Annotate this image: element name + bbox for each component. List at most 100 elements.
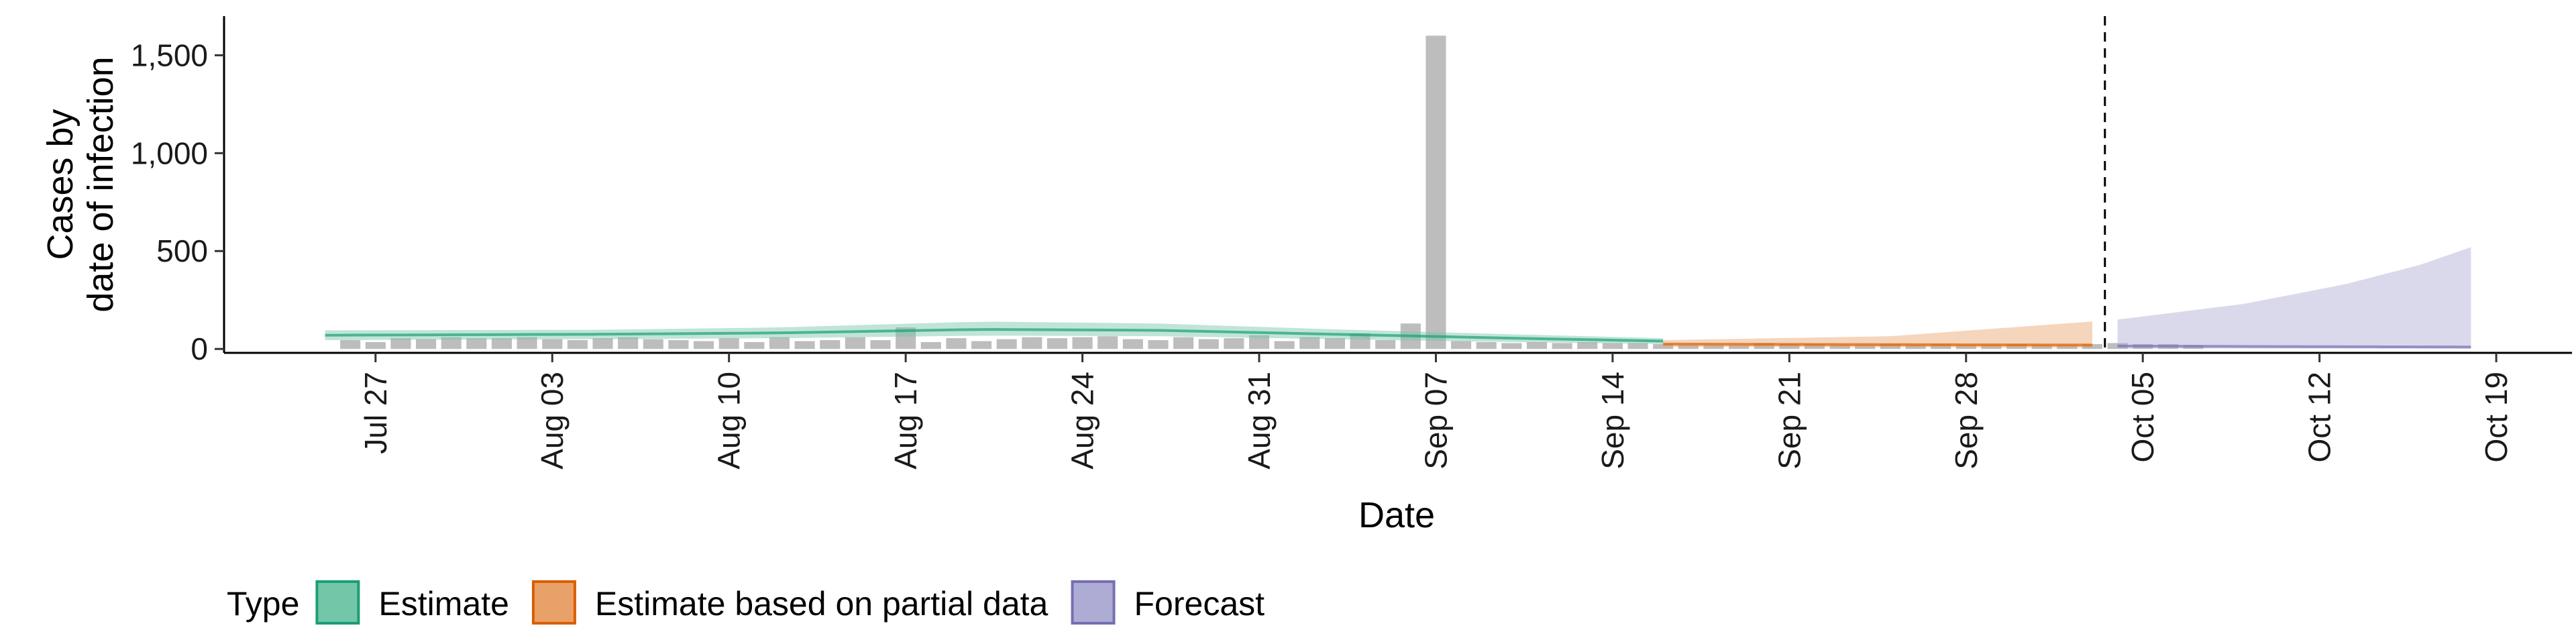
observed-case-bar [618, 337, 639, 350]
observed-case-bar [416, 339, 437, 350]
ribbon-estimate [325, 321, 1664, 344]
x-tick-label: Aug 31 [1242, 372, 1277, 470]
ribbon-estimate-based-on-partial-data [1663, 321, 2092, 348]
y-axis-ticks: 0 500 1,000 1,500 [131, 38, 224, 366]
x-tick-label: Sep 21 [1772, 372, 1807, 470]
observed-case-bar [390, 338, 411, 350]
observed-case-bar [2057, 345, 2078, 350]
observed-case-bar [1526, 341, 1548, 350]
observed-case-bar [1779, 343, 1800, 350]
observed-case-bar [845, 337, 865, 350]
legend-title: Type [227, 585, 299, 623]
x-tick-label: Oct 12 [2302, 372, 2337, 463]
observed-case-bar [542, 339, 563, 350]
observed-case-bars [340, 36, 2204, 350]
x-tick-label: Aug 03 [535, 372, 570, 470]
observed-case-bar [1324, 338, 1345, 350]
observed-case-bar [1880, 343, 1900, 350]
observed-case-bar [1627, 343, 1648, 350]
median-line-estimate-based-on-partial-data [1663, 342, 2092, 347]
observed-case-bar [1653, 343, 1674, 350]
observed-case-bar [920, 341, 941, 350]
observed-case-bar [1678, 345, 1699, 350]
observed-case-bar [820, 340, 841, 350]
observed-case-bar [1804, 343, 1825, 350]
x-tick-label: Sep 28 [1949, 372, 1984, 470]
observed-case-bar [718, 338, 739, 350]
y-axis-title: Cases bydate of infection [40, 56, 121, 312]
x-tick-label: Oct 19 [2479, 372, 2514, 463]
observed-case-bar [1451, 341, 1472, 350]
y-tick-label: 1,500 [131, 38, 208, 72]
x-axis-title: Date [1358, 495, 1435, 535]
observed-case-bar [1829, 345, 1850, 350]
legend-swatch [1071, 580, 1116, 625]
observed-case-bar [1375, 340, 1396, 350]
y-tick-label: 0 [191, 331, 208, 366]
observed-case-bar [567, 340, 588, 350]
median-line-estimate [325, 328, 1664, 343]
legend-item-label: Estimate based on partial data [595, 585, 1049, 623]
observed-case-bar [1905, 345, 1926, 350]
observed-case-bar [668, 340, 689, 350]
observed-case-bar [1729, 345, 1750, 350]
observed-case-bar [365, 341, 386, 350]
observed-case-bar [1602, 343, 1623, 350]
y-axis-title-line: date of infection [80, 56, 121, 312]
y-tick-label: 1,000 [131, 136, 208, 170]
observed-case-bar [340, 340, 361, 350]
observed-case-bar [996, 339, 1017, 350]
observed-case-bar [1703, 345, 1724, 350]
x-axis-ticks: Jul 27 Aug 03 Aug 10 Aug 17 Aug 24 Aug 31 Sep … [358, 353, 2514, 470]
observed-case-bar [1122, 339, 1143, 350]
observed-case-bar [441, 337, 462, 350]
observed-case-bar [744, 341, 765, 350]
observed-case-bar [1248, 335, 1270, 350]
legend-swatch [315, 580, 360, 625]
observed-case-bar [870, 340, 891, 350]
observed-case-bar [1350, 333, 1371, 350]
observed-case-bar [2082, 343, 2102, 350]
observed-case-bar [1173, 337, 1194, 350]
observed-case-bar [1148, 340, 1169, 350]
observed-case-bar [592, 338, 613, 350]
ribbon-forecast [2117, 247, 2471, 349]
x-tick-label: Aug 17 [888, 372, 923, 470]
observed-case-bar [1198, 339, 1219, 350]
observed-case-bar [517, 337, 537, 350]
observed-case-bar [1274, 341, 1295, 350]
observed-case-bar [794, 341, 815, 350]
observed-case-bar [2031, 345, 2052, 350]
observed-case-bar [1981, 345, 2002, 350]
legend-item-label: Forecast [1134, 585, 1265, 623]
estimate-ribbons [325, 247, 2471, 349]
observed-case-bar [1022, 337, 1042, 350]
observed-case-bar [1552, 343, 1572, 350]
observed-case-bar [769, 337, 790, 350]
observed-case-bar [1046, 338, 1067, 350]
y-tick-label: 500 [156, 233, 208, 268]
legend-item-label: Estimate [378, 585, 509, 623]
axes [223, 16, 2572, 354]
x-tick-label: Sep 07 [1418, 372, 1453, 470]
x-tick-label: Oct 05 [2125, 372, 2160, 463]
observed-case-bar [1097, 336, 1118, 350]
y-axis-title-line: Cases by [40, 109, 80, 260]
observed-case-bar [971, 341, 992, 350]
observed-case-bar [466, 338, 487, 350]
legend: Type Estimate Estimate based on partial d… [227, 580, 1265, 625]
observed-case-bar [1426, 36, 1446, 350]
observed-case-bar [1931, 343, 1951, 350]
observed-case-bar [946, 338, 967, 350]
x-tick-label: Aug 24 [1065, 372, 1100, 470]
observed-case-bar [694, 341, 714, 350]
observed-case-bar [2006, 343, 2027, 350]
observed-case-bar [1577, 341, 1598, 350]
observed-case-bar [643, 339, 663, 350]
observed-case-bar [1072, 337, 1093, 350]
median-line-forecast [2117, 344, 2471, 349]
legend-swatch [531, 580, 576, 625]
observed-case-bar [1855, 345, 1876, 350]
observed-case-bar [1476, 341, 1497, 350]
